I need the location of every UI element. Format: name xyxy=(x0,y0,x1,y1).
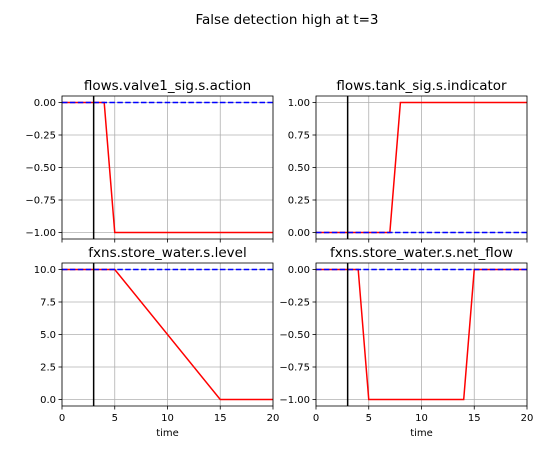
x-tick-label: 15 xyxy=(214,413,227,424)
y-tick-label: 1.00 xyxy=(288,98,310,109)
figure-suptitle: False detection high at t=3 xyxy=(195,12,378,28)
y-tick-label: −0.75 xyxy=(25,196,56,207)
y-tick-label: −0.75 xyxy=(279,363,310,374)
x-tick-label: 0 xyxy=(313,413,319,424)
y-tick-label: −0.25 xyxy=(279,298,310,309)
y-tick-label: 0.00 xyxy=(288,265,310,276)
subplot-2: 0.00 0.25 0.50 0.75 1.00 flows.tank_sig.s.ind… xyxy=(288,78,528,243)
subplot-title: fxns.store_water.s.net_flow xyxy=(330,245,513,261)
y-tick-label: −0.50 xyxy=(25,163,56,174)
y-tick-label: 10.0 xyxy=(34,265,56,276)
y-tick-label: 0.0 xyxy=(40,395,56,406)
y-tick-label: 2.5 xyxy=(40,363,56,374)
subplot-4: 0 5 10 15 20 0.00 −0.25 −0.50 −0.75 −1.00 fxns.sto… xyxy=(279,245,533,439)
subplot-title: flows.valve1_sig.s.action xyxy=(84,78,251,94)
y-tick-label: −0.50 xyxy=(279,330,310,341)
subplot-title: fxns.store_water.s.level xyxy=(88,245,246,261)
x-axis-label: time xyxy=(410,428,433,439)
x-tick-label: 20 xyxy=(267,413,280,424)
x-tick-label: 10 xyxy=(415,413,428,424)
y-tick-label: −1.00 xyxy=(25,228,56,239)
y-tick-label: 5.0 xyxy=(40,330,56,341)
subplot-1: 0.00 −0.25 −0.50 −0.75 −1.00 flows.valve1_sig… xyxy=(25,78,274,243)
x-axis-label: time xyxy=(156,428,179,439)
y-tick-label: −0.25 xyxy=(25,131,56,142)
subplot-title: flows.tank_sig.s.indicator xyxy=(336,78,507,94)
y-tick-label: −1.00 xyxy=(279,395,310,406)
y-tick-label: 0.00 xyxy=(288,228,310,239)
x-tick-label: 5 xyxy=(112,413,118,424)
y-tick-label: 0.75 xyxy=(288,131,310,142)
x-tick-label: 0 xyxy=(59,413,65,424)
y-tick-label: 0.50 xyxy=(288,163,310,174)
y-tick-label: 7.5 xyxy=(40,298,56,309)
x-tick-label: 15 xyxy=(468,413,481,424)
x-tick-label: 10 xyxy=(161,413,174,424)
x-tick-label: 20 xyxy=(521,413,534,424)
x-tick-label: 5 xyxy=(366,413,372,424)
y-tick-label: 0.25 xyxy=(288,196,310,207)
subplot-3: 0 5 10 15 20 0.0 2.5 5.0 7.5 10.0 fxns.store_water… xyxy=(34,245,280,439)
y-tick-label: 0.00 xyxy=(34,98,56,109)
